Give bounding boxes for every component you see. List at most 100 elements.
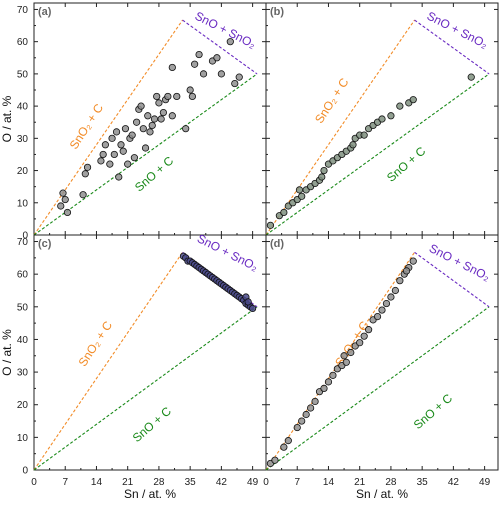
y-axis-title: O / at. % [0,95,14,142]
data-point [387,112,395,120]
data-point [97,157,105,165]
data-point [365,326,373,334]
x-tick-label: 49 [247,477,259,488]
data-point [409,96,417,104]
y-tick-label: 40 [17,102,29,113]
panel-b: SnO₂ + C SnO + C SnO + SnO₂ (b) [265,2,499,236]
data-point [133,118,141,126]
data-point [112,128,121,136]
data-point [226,38,234,46]
panel-frame [265,234,499,471]
data-point [396,102,404,110]
y-tick-label: 30 [17,368,29,379]
data-point [382,299,391,308]
data-point [302,410,310,419]
boundary-line-sno2-c [33,19,184,236]
y-tick-label: 0 [22,466,28,477]
data-point [387,293,395,301]
panel-letter: (d) [270,238,284,250]
data-point [284,437,292,445]
y-tick-label: 20 [17,400,29,411]
y-tick-label: 70 [17,5,29,16]
data-point [61,195,69,204]
data-point [249,304,257,313]
boundary-line-sno-c [265,73,490,236]
x-tick-label: 21 [122,477,134,488]
boundary-line-sno-sno2 [414,251,490,308]
data-point [153,92,161,101]
data-point [59,189,67,197]
data-point [188,92,196,101]
y-tick-label: 50 [17,302,29,313]
y-tick-label: 10 [17,433,29,444]
boundary-label-sno2-c: SnO₂ + C [332,318,372,369]
x-tick-label: 21 [354,477,366,488]
data-point [378,115,386,123]
x-tick-label: 7 [62,477,68,488]
data-point [168,112,176,120]
data-point [168,63,176,72]
data-point [396,277,404,285]
data-point [280,208,288,217]
data-point [378,306,386,314]
boundary-line-sno2-c [33,251,184,471]
boundary-line-sno-c [33,306,258,471]
x-tick-label: 14 [91,477,103,488]
data-point [342,358,350,366]
panel-a: 0 10 20 30 40 50 60 70 SnO₂ + C SnO + C SnO + SnO₂… [17,2,267,242]
panel-letter: (b) [270,6,284,18]
data-point [130,154,138,162]
boundary-line-sno-c [33,73,258,236]
boundary-label-sno-sno2: SnO + SnO₂ [427,241,493,284]
data-point [293,423,301,432]
data-point [329,371,337,379]
data-point [356,339,364,347]
x-tick-label: 42 [448,477,460,488]
data-point [173,92,181,101]
boundary-label-sno-sno2: SnO + SnO₂ [193,9,259,52]
data-point [108,134,116,142]
boundary-label-sno-c: SnO + C [411,391,455,432]
data-point [307,404,315,412]
data-point [349,141,357,149]
y-tick-label: 70 [17,237,29,248]
x-tick-label: 35 [185,477,197,488]
data-point [217,70,225,78]
data-point [320,166,328,175]
data-point [271,456,279,464]
data-point [159,108,167,117]
data-point [124,160,132,168]
y-tick-label: 20 [17,166,29,177]
y-tick-label: 60 [17,37,29,48]
y-tick-label: 40 [17,335,29,346]
x-axis-title: Sn / at. % [356,487,408,501]
data-point [360,332,368,340]
y-tick-label: 0 [22,231,28,242]
data-point [467,73,475,81]
x-axis-title: Sn / at. % [124,487,176,501]
data-point [298,417,306,425]
y-tick-label: 60 [17,270,29,281]
data-point [157,115,165,123]
panel-d: 0 7 14 21 28 35 42 49 SnO₂ + C SnO + C SnO + SnO₂ (… [263,234,499,488]
x-tick-label: 42 [216,477,228,488]
data-point [128,131,136,139]
x-tick-label: 28 [153,477,165,488]
boundary-label-sno-c: SnO + C [384,144,428,185]
boundary-label-sno2-c: SnO₂ + C [312,75,352,126]
data-point [139,125,147,133]
panel-c: 0 7 14 21 28 35 42 49 0 10 20 30 40 50 60 70 SnO₂ + C SnO… [17,231,267,488]
data-point [155,99,163,107]
y-axis-title: O / at. % [0,329,14,376]
boundary-label-sno-c: SnO + C [130,404,174,445]
data-point [186,86,194,94]
data-point [191,60,199,68]
data-point [311,397,319,406]
x-tick-label: 7 [294,477,300,488]
data-point [235,73,243,81]
data-point [347,348,355,357]
x-tick-label: 14 [323,477,335,488]
data-point [195,50,203,59]
panel-letter: (a) [38,6,52,18]
